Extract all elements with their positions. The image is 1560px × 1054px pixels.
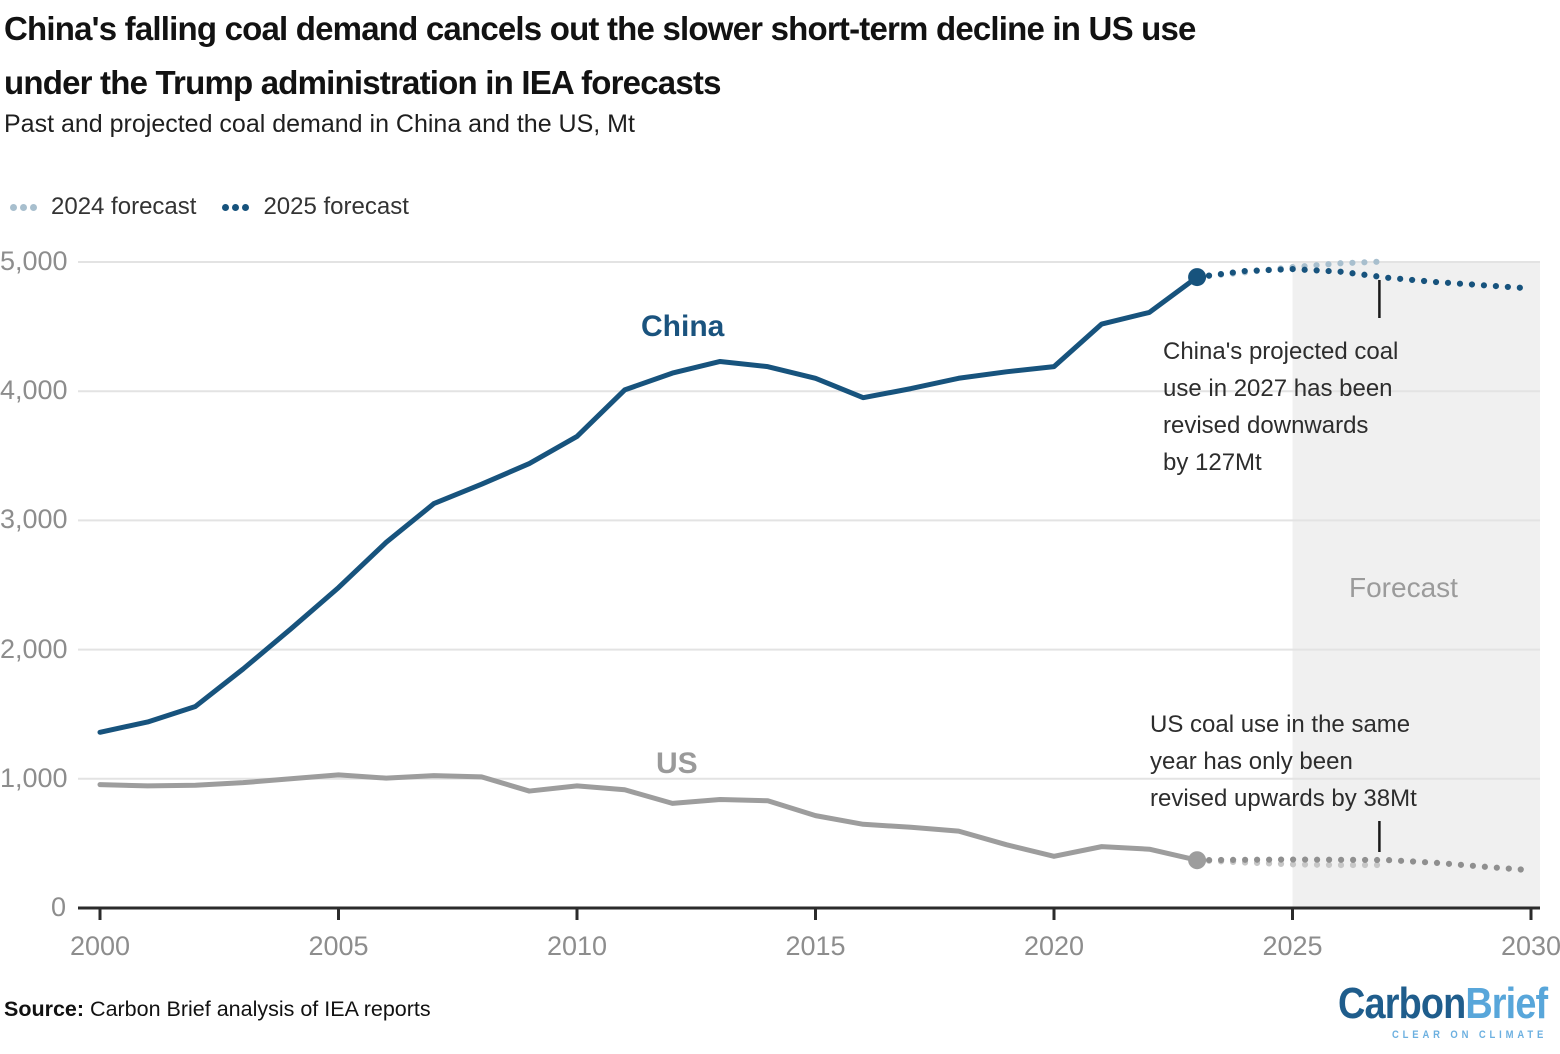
legend-dot [222, 203, 230, 211]
source-label: Source: [4, 997, 85, 1021]
legend-item-2024-forecast: 2024 forecast [10, 193, 196, 221]
legend: 2024 forecast 2025 forecast [10, 193, 409, 221]
legend-dot [242, 203, 250, 211]
legend-dots-2025 [222, 203, 250, 211]
logo-brief: Brief [1465, 979, 1548, 1028]
legend-dot [232, 203, 240, 211]
us-annotation: US coal use in the same year has only bee… [1150, 711, 1417, 812]
us-2025-forecast-line [1193, 856, 1535, 874]
logo-tagline: CLEAR ON CLIMATE [1391, 1029, 1547, 1041]
legend-dots-2024 [10, 203, 37, 211]
chart-subtitle: Past and projected coal demand in China … [4, 110, 635, 138]
series-label-china: China [641, 310, 725, 343]
source-text: Carbon Brief analysis of IEA reports [84, 997, 431, 1021]
logo-carbon: Carbon [1337, 979, 1466, 1028]
legend-dot [10, 203, 17, 211]
end-marker-china [1188, 268, 1207, 287]
china-annotation: China's projected coal use in 2027 has be… [1163, 338, 1399, 476]
page-title: China's falling coal demand cancels out … [4, 10, 1196, 101]
carbonbrief-logo: CarbonBrief CLEAR ON CLIMATE [1337, 979, 1548, 1042]
end-marker-us [1188, 851, 1207, 870]
legend-dot [20, 203, 27, 211]
legend-item-2025-forecast: 2025 forecast [222, 193, 409, 221]
source-note: Source: Carbon Brief analysis of IEA rep… [4, 997, 431, 1022]
forecast-band-label: Forecast [1349, 572, 1458, 603]
us-2024-forecast-line [1193, 857, 1392, 869]
series-label-us: US [656, 747, 698, 780]
legend-dot [30, 203, 37, 211]
china-2025-forecast-line [1193, 266, 1535, 292]
china-line [97, 274, 1200, 735]
legend-label-2025: 2025 forecast [263, 193, 409, 220]
forecast-band [1292, 262, 1540, 908]
us-line [97, 772, 1200, 863]
legend-label-2024: 2024 forecast [51, 193, 197, 220]
coal-demand-chart [78, 258, 1540, 920]
